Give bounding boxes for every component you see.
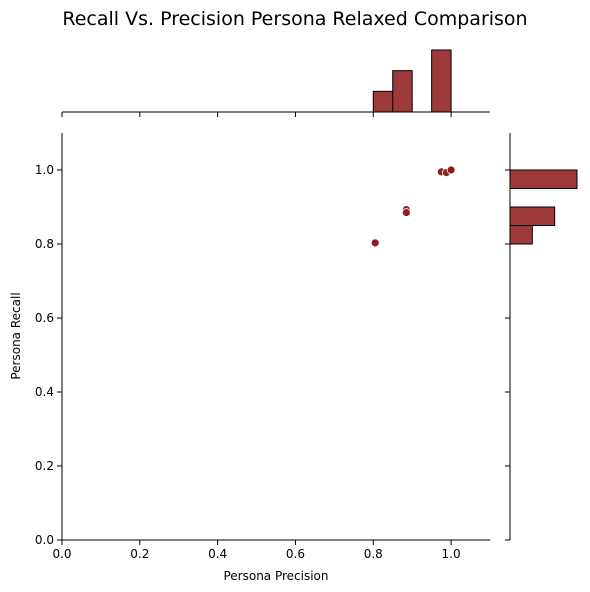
right-hist-bar	[509, 206, 556, 226]
x-axis-label: Persona Precision	[223, 569, 328, 583]
top-marginal-histogram	[61, 49, 490, 117]
y-axis-ticks: 0.0 0.2 0.4 0.6 0.8 1.0	[35, 163, 62, 547]
y-tick-label: 0.8	[35, 237, 54, 251]
y-tick-label: 1.0	[35, 163, 54, 177]
y-tick-label: 0.2	[35, 459, 54, 473]
scatter-points	[370, 165, 456, 248]
x-axis-ticks: 0.0 0.2 0.4 0.6 0.8 1.0	[52, 540, 461, 561]
scatter-point	[401, 208, 411, 217]
y-tick-label: 0.0	[35, 533, 54, 547]
x-tick-label: 0.4	[208, 547, 227, 561]
top-hist-bar	[392, 70, 413, 113]
y-tick-label: 0.6	[35, 311, 54, 325]
x-tick-label: 0.2	[130, 547, 149, 561]
x-tick-label: 0.0	[52, 547, 71, 561]
right-marginal-histogram	[505, 133, 578, 541]
y-tick-label: 0.4	[35, 385, 54, 399]
scatter-point	[370, 238, 380, 248]
top-hist-bar	[372, 90, 394, 113]
x-tick-label: 0.6	[286, 547, 305, 561]
chart-title: Recall Vs. Precision Persona Relaxed Com…	[62, 8, 527, 30]
right-hist-bar	[509, 225, 533, 245]
x-tick-label: 1.0	[442, 547, 461, 561]
scatter-panel: 0.0 0.2 0.4 0.6 0.8 1.0 0.0 0.2 0.4 0.6 0.8 1.0	[35, 133, 490, 561]
scatter-point	[446, 165, 456, 175]
top-hist-bar	[431, 49, 452, 113]
right-hist-bar	[509, 169, 578, 189]
x-tick-label: 0.8	[364, 547, 383, 561]
y-axis-label: Persona Recall	[9, 292, 23, 379]
